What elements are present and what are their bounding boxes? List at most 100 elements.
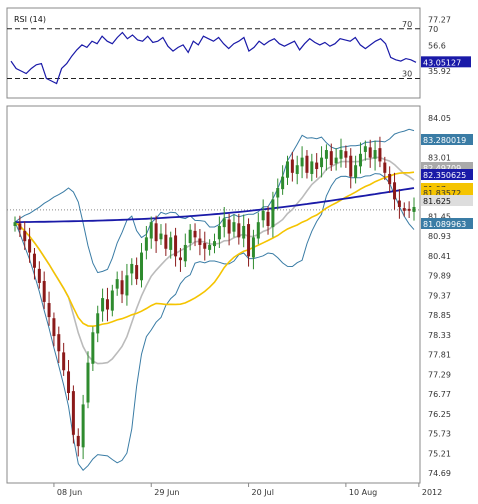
candle-body bbox=[125, 275, 129, 296]
value-box bbox=[421, 169, 473, 180]
rsi-y-tick-label: 70 bbox=[428, 25, 438, 34]
x-tick-label: 10 Aug bbox=[349, 488, 377, 497]
x-tick-label: 08 Jun bbox=[57, 488, 82, 497]
candle-body bbox=[329, 151, 333, 166]
candle-body bbox=[110, 290, 114, 311]
candle-body bbox=[198, 238, 202, 245]
candle-body bbox=[227, 219, 231, 234]
candle-body bbox=[334, 157, 338, 164]
candle-body bbox=[222, 218, 226, 228]
candle-body bbox=[62, 352, 66, 371]
main-y-tick-label: 75.21 bbox=[428, 449, 451, 458]
x-tick-label: 20 Jul bbox=[252, 488, 274, 497]
bollinger-upper-line bbox=[14, 128, 415, 274]
value-label: 81.83572 bbox=[423, 189, 461, 198]
candle-body bbox=[281, 176, 285, 190]
candle-body bbox=[290, 159, 294, 173]
candle-body bbox=[96, 313, 100, 334]
candle-body bbox=[295, 165, 299, 174]
candle-body bbox=[261, 210, 265, 221]
candle-body bbox=[217, 225, 221, 240]
candle-body bbox=[13, 222, 17, 226]
candle-body bbox=[23, 230, 27, 242]
candle-body bbox=[300, 157, 304, 167]
candle-body bbox=[71, 391, 75, 435]
candle-body bbox=[320, 157, 324, 168]
candle-body bbox=[373, 150, 377, 159]
main-y-tick-label: 76.77 bbox=[428, 390, 451, 399]
candle-body bbox=[81, 404, 85, 448]
candle-body bbox=[247, 224, 251, 257]
candle-body bbox=[67, 371, 71, 394]
candle-body bbox=[178, 257, 182, 261]
candle-body bbox=[140, 252, 144, 281]
candle-body bbox=[164, 234, 168, 249]
main-y-tick-label: 77.81 bbox=[428, 351, 451, 360]
candle-body bbox=[159, 233, 163, 240]
rsi-title: RSI (14) bbox=[14, 15, 46, 24]
candle-body bbox=[52, 318, 56, 337]
candle-body bbox=[397, 200, 401, 207]
rsi-value-label: 43.05127 bbox=[423, 58, 461, 67]
candle-body bbox=[251, 237, 255, 258]
main-y-tick-label: 78.85 bbox=[428, 311, 451, 320]
value-box bbox=[421, 218, 473, 229]
candle-body bbox=[18, 223, 22, 230]
candle-body bbox=[242, 225, 246, 239]
candle-body bbox=[285, 161, 289, 178]
candle-body bbox=[388, 173, 392, 185]
main-y-tick-label: 78.33 bbox=[428, 331, 451, 340]
main-y-tick-label: 77.29 bbox=[428, 370, 451, 379]
candle-body bbox=[101, 298, 105, 312]
candle-body bbox=[339, 150, 343, 159]
rsi-value-box bbox=[421, 56, 471, 68]
candle-body bbox=[402, 208, 406, 211]
candle-body bbox=[237, 223, 241, 238]
candle-body bbox=[363, 146, 367, 152]
main-y-tick-label: 80.93 bbox=[428, 232, 451, 241]
candle-body bbox=[407, 208, 411, 211]
rsi-ref-label: 70 bbox=[402, 20, 412, 29]
candle-body bbox=[154, 223, 158, 242]
main-y-tick-label: 80.41 bbox=[428, 252, 451, 261]
main-y-tick-label: 79.37 bbox=[428, 291, 451, 300]
candle-body bbox=[188, 229, 192, 244]
value-box bbox=[421, 187, 473, 198]
candle-body bbox=[213, 241, 216, 247]
candle-body bbox=[149, 222, 153, 239]
candle-body bbox=[349, 155, 353, 177]
rsi-y-tick-label: 35.92 bbox=[428, 67, 451, 76]
candle-body bbox=[57, 334, 61, 352]
candle-body bbox=[344, 151, 348, 158]
rsi-y-tick-label: 56.6 bbox=[428, 41, 446, 50]
candle-body bbox=[28, 239, 32, 253]
candle-body bbox=[383, 162, 387, 173]
candle-body bbox=[42, 281, 46, 302]
bollinger-lower-line bbox=[14, 173, 415, 471]
value-label: 82.49709 bbox=[423, 164, 461, 173]
rsi-ref-label: 30 bbox=[402, 69, 412, 78]
rsi-y-tick-label: 77.27 bbox=[428, 16, 451, 25]
rsi-line bbox=[10, 31, 417, 85]
candle-body bbox=[393, 182, 397, 200]
value-box bbox=[421, 162, 473, 173]
candle-body bbox=[412, 206, 416, 212]
candle-body bbox=[208, 244, 212, 250]
candle-body bbox=[271, 199, 275, 228]
x-tick-label: 2012 bbox=[422, 488, 442, 497]
main-y-tick-label: 74.69 bbox=[428, 469, 451, 478]
candle-body bbox=[76, 435, 80, 447]
candle-body bbox=[91, 332, 95, 364]
candle-body bbox=[305, 155, 309, 173]
rsi-panel-frame bbox=[6, 7, 421, 99]
candles-group bbox=[13, 136, 416, 460]
main-panel-frame bbox=[6, 105, 421, 484]
candle-body bbox=[193, 230, 197, 238]
x-tick-label: 29 Jun bbox=[154, 488, 179, 497]
main-y-tick-label: 81.45 bbox=[428, 212, 451, 221]
main-y-tick-label: 79.89 bbox=[428, 272, 451, 281]
value-label: 83.280019 bbox=[423, 136, 466, 145]
candle-body bbox=[378, 148, 382, 162]
candle-body bbox=[130, 263, 134, 274]
